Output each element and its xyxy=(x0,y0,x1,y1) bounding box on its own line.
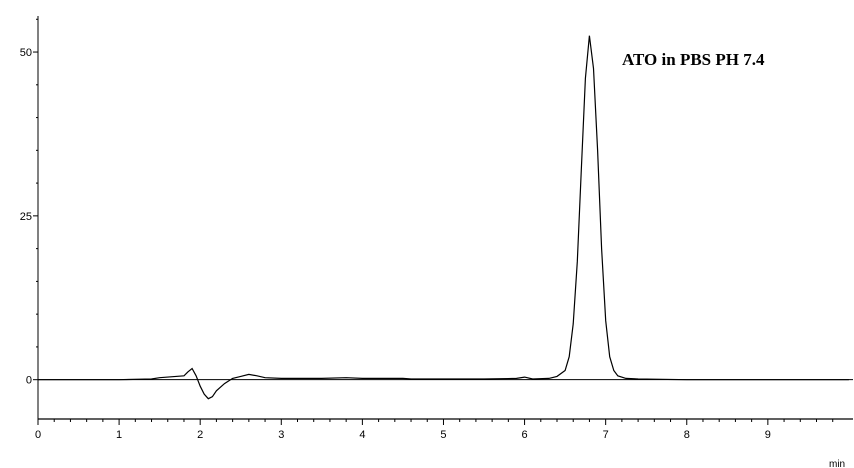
y-ticks: 0 25 50 xyxy=(20,18,38,387)
axes xyxy=(37,16,853,420)
x-unit-label: min xyxy=(829,459,845,468)
x-tick-label: 2 xyxy=(197,429,203,441)
sample-annotation: ATO in PBS PH 7.4 xyxy=(622,50,765,69)
x-tick-label: 5 xyxy=(440,429,446,441)
x-tick-label: 6 xyxy=(522,429,528,441)
signal-trace xyxy=(38,35,849,400)
y-tick-label: 0 xyxy=(26,375,32,387)
x-tick-label: 9 xyxy=(765,429,771,441)
x-tick-label: 4 xyxy=(359,429,365,441)
x-tick-label: 3 xyxy=(278,429,284,441)
x-ticks: 0 1 2 3 4 5 6 7 8 9 xyxy=(35,419,834,441)
x-tick-label: 8 xyxy=(684,429,690,441)
y-tick-label: 25 xyxy=(20,211,32,223)
y-tick-label: 50 xyxy=(20,47,32,59)
x-tick-label: 0 xyxy=(35,429,41,441)
x-tick-label: 7 xyxy=(603,429,609,441)
x-tick-label: 1 xyxy=(116,429,122,441)
